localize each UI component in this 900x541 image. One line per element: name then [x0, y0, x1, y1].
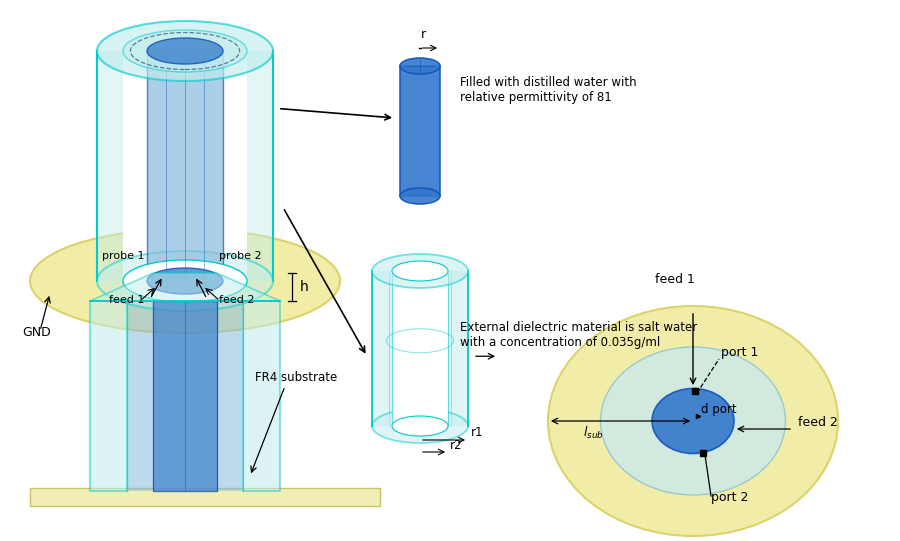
Ellipse shape — [400, 188, 440, 204]
Ellipse shape — [123, 260, 247, 302]
Text: $l_{sub}$: $l_{sub}$ — [582, 425, 603, 441]
Text: port 1: port 1 — [721, 346, 759, 359]
Text: probe 1: probe 1 — [102, 251, 144, 261]
Polygon shape — [90, 273, 280, 301]
Bar — [30, 488, 380, 506]
Text: feed 2: feed 2 — [220, 295, 255, 305]
Text: feed 1: feed 1 — [655, 273, 695, 286]
Text: r: r — [421, 28, 426, 41]
Bar — [147, 51, 223, 281]
Bar — [90, 301, 127, 491]
Ellipse shape — [392, 261, 448, 281]
Ellipse shape — [123, 30, 247, 72]
Ellipse shape — [372, 254, 468, 288]
Ellipse shape — [600, 347, 786, 495]
Text: GND: GND — [22, 326, 50, 339]
Ellipse shape — [30, 229, 340, 333]
Text: feed 1: feed 1 — [109, 295, 145, 305]
Text: Filled with distilled water with
relative permittivity of 81: Filled with distilled water with relativ… — [460, 76, 636, 104]
Ellipse shape — [548, 306, 838, 536]
Bar — [123, 51, 247, 281]
Text: External dielectric material is salt water
with a concentration of 0.035g/ml: External dielectric material is salt wat… — [460, 321, 698, 348]
Ellipse shape — [400, 58, 440, 74]
Ellipse shape — [97, 21, 273, 81]
Bar — [392, 271, 448, 426]
Ellipse shape — [97, 251, 273, 311]
Text: FR4 substrate: FR4 substrate — [255, 371, 338, 384]
Bar — [400, 66, 440, 196]
Ellipse shape — [147, 38, 223, 64]
Bar — [243, 301, 280, 491]
Bar — [127, 301, 243, 491]
Ellipse shape — [392, 416, 448, 436]
Ellipse shape — [147, 268, 223, 294]
Ellipse shape — [372, 409, 468, 443]
Text: r2: r2 — [450, 439, 463, 452]
Text: feed 2: feed 2 — [798, 416, 838, 429]
Bar — [97, 51, 273, 281]
Text: probe 2: probe 2 — [219, 251, 261, 261]
Text: r1: r1 — [471, 426, 483, 439]
Bar — [372, 271, 468, 426]
Ellipse shape — [652, 388, 734, 453]
Text: h: h — [300, 280, 309, 294]
Text: port 2: port 2 — [711, 491, 749, 504]
Text: d port: d port — [701, 403, 736, 416]
Bar — [153, 301, 217, 491]
